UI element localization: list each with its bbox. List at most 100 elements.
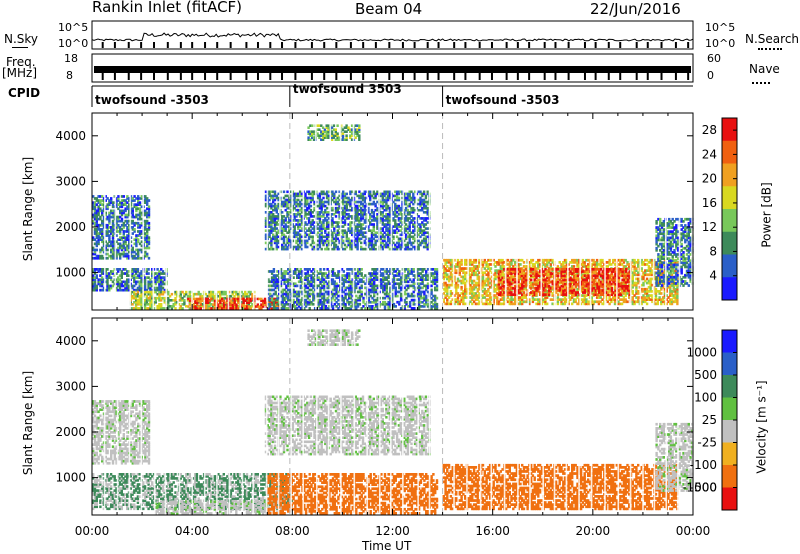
data-cell (95, 274, 98, 277)
data-cell (131, 250, 134, 254)
data-cell (156, 276, 159, 279)
data-cell (160, 296, 163, 300)
data-cell (97, 223, 100, 227)
data-cell (224, 290, 227, 294)
data-cell (108, 274, 111, 277)
data-cell (126, 248, 129, 252)
data-cell (109, 284, 113, 288)
data-cell (144, 209, 147, 213)
data-cell (97, 240, 100, 244)
data-cell (163, 282, 166, 286)
data-cell (140, 230, 143, 233)
data-cell (108, 272, 111, 275)
data-cell (122, 250, 125, 254)
data-cell (106, 248, 109, 252)
data-cell (185, 292, 188, 296)
data-cell (147, 296, 150, 300)
data-cell (348, 272, 351, 275)
data-cell (188, 307, 191, 310)
data-cell (115, 205, 118, 209)
data-cell (133, 250, 136, 254)
data-cell (405, 300, 408, 304)
data-cell (106, 274, 109, 277)
data-cell (131, 254, 134, 258)
data-cell (211, 294, 215, 298)
data-cell (211, 305, 215, 308)
data-cell (149, 307, 152, 310)
data-cell (167, 301, 170, 304)
data-cell (115, 221, 118, 225)
data-cell (145, 276, 149, 279)
data-cell (106, 197, 109, 200)
data-cell (151, 294, 154, 298)
data-cell (92, 282, 95, 286)
data-cell (115, 286, 118, 290)
data-cell (137, 203, 140, 206)
data-cell (120, 272, 123, 275)
data-cell (111, 205, 115, 209)
data-cell (108, 244, 111, 248)
data-cell (115, 254, 118, 258)
data-cell (124, 201, 127, 204)
data-cell (119, 203, 122, 206)
data-cell (158, 307, 161, 310)
data-cell (126, 286, 129, 290)
data-cell (137, 223, 140, 227)
data-cell (92, 268, 95, 271)
data-cell (156, 307, 159, 310)
data-cell (92, 195, 95, 198)
data-cell (322, 196, 325, 200)
data-cell (111, 203, 115, 206)
data-cell (133, 292, 136, 296)
data-cell (208, 303, 211, 306)
data-cell (102, 288, 106, 292)
data-cell (137, 207, 140, 211)
data-cell (97, 195, 100, 198)
data-cell (128, 238, 131, 241)
data-cell (95, 236, 98, 239)
data-cell (151, 280, 154, 284)
data-cell (126, 270, 129, 273)
data-cell (104, 280, 107, 284)
data-cell (137, 252, 140, 256)
data-cell (128, 240, 131, 244)
data-cell (342, 270, 345, 273)
date-label: 22/Jun/2016 (590, 0, 681, 18)
data-cell (110, 232, 113, 235)
data-cell (124, 219, 127, 223)
data-cell (354, 190, 357, 194)
data-cell (126, 238, 129, 241)
data-cell (124, 209, 127, 213)
data-cell (146, 215, 149, 219)
data-cell (131, 307, 134, 310)
data-cell (115, 250, 118, 254)
data-cell (115, 217, 118, 221)
data-cell (95, 254, 98, 258)
data-cell (211, 296, 215, 300)
data-cell (208, 301, 211, 304)
data-cell (122, 195, 125, 198)
data-cell (135, 248, 138, 252)
data-cell (274, 290, 277, 294)
data-cell (147, 209, 151, 213)
data-cell (144, 219, 147, 223)
data-cell (101, 246, 104, 250)
data-cell (206, 303, 209, 306)
data-cell (99, 201, 102, 204)
data-cell (92, 276, 95, 279)
data-cell (128, 236, 131, 239)
data-cell (160, 292, 163, 296)
data-cell (104, 256, 107, 260)
data-cell (115, 282, 118, 286)
data-cell (163, 296, 166, 300)
data-cell (179, 307, 182, 310)
data-cell (119, 256, 122, 260)
data-cell (160, 290, 163, 294)
data-cell (110, 254, 113, 258)
data-cell (124, 223, 127, 227)
data-cell (156, 274, 159, 277)
data-cell (128, 219, 131, 223)
data-cell (134, 276, 138, 279)
data-cell (422, 190, 426, 194)
